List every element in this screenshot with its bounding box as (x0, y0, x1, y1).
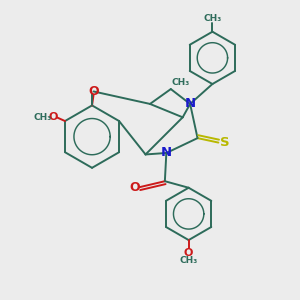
Text: CH₃: CH₃ (33, 113, 51, 122)
Text: CH₃: CH₃ (203, 14, 221, 23)
Text: O: O (129, 181, 140, 194)
Text: N: N (161, 146, 172, 160)
Text: CH₃: CH₃ (179, 256, 198, 266)
Text: CH₃: CH₃ (171, 78, 189, 87)
Text: N: N (184, 98, 196, 110)
Text: O: O (48, 112, 58, 122)
Text: S: S (220, 136, 230, 149)
Text: O: O (184, 248, 193, 257)
Text: O: O (89, 85, 99, 98)
